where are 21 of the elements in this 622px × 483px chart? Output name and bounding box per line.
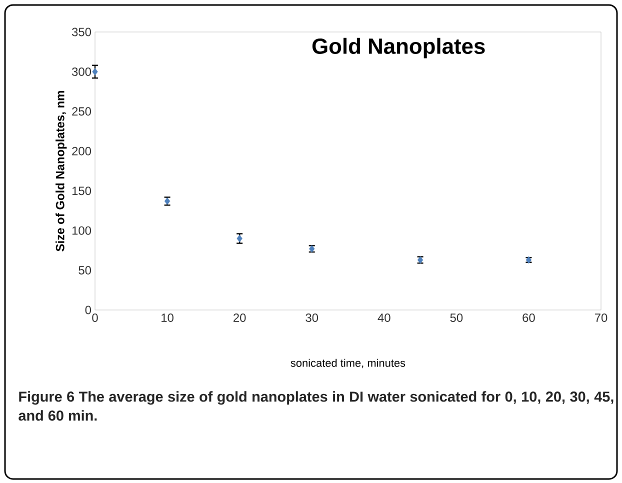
chart-title: Gold Nanoplates bbox=[312, 38, 485, 58]
x-tick-label: 50 bbox=[450, 314, 463, 322]
y-axis-title: Size of Gold Nanoplates, nm bbox=[56, 91, 67, 252]
y-tick-label: 250 bbox=[72, 107, 92, 116]
x-tick-label: 10 bbox=[162, 314, 174, 322]
y-tick-label: 100 bbox=[72, 226, 92, 235]
y-tick-label: 50 bbox=[78, 266, 92, 274]
x-tick-label: 30 bbox=[306, 314, 318, 322]
y-tick-label: 350 bbox=[72, 28, 92, 36]
caption: Figure 6 The average size of gold nanoplates in DI water sonicated for 0, 10, 20, 30, 45, and 60 min. bbox=[18, 391, 614, 421]
point bbox=[92, 68, 98, 76]
x-tick-label: 20 bbox=[234, 314, 246, 322]
x-tick-label: 70 bbox=[594, 314, 608, 322]
x-tick-label: 40 bbox=[378, 314, 390, 322]
x-tick-label: 0 bbox=[92, 314, 98, 322]
y-tick-label: 150 bbox=[72, 186, 92, 196]
y-tick-label: 200 bbox=[72, 146, 92, 156]
y-tick-label: 300 bbox=[72, 67, 92, 76]
y-tick-label: 0 bbox=[85, 306, 92, 314]
x-tick-label: 60 bbox=[522, 314, 535, 322]
x-axis-title: sonicated time, minutes bbox=[290, 358, 406, 368]
